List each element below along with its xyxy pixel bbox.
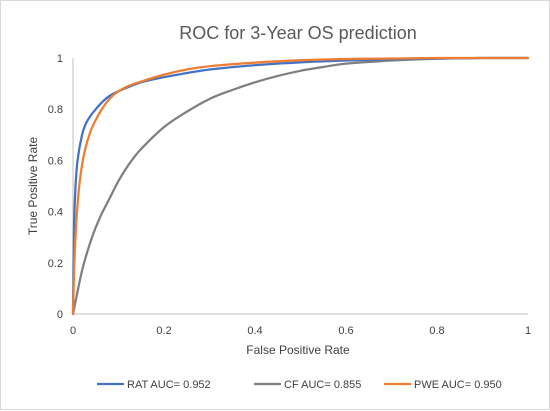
x-tick-label: 0.2 [156,325,171,337]
legend-label-rat: RAT AUC= 0.952 [127,379,211,391]
x-axis-label: False Positive Rate [246,343,350,357]
x-tick-label: 0 [70,325,76,337]
axes [72,58,528,315]
legend-item-cf: CF AUC= 0.855 [254,379,361,391]
x-tick-labels: 0 0.2 0.4 0.6 0.8 1 [70,325,531,337]
series-line-pwe [71,56,530,316]
y-tick-labels: 0 0.2 0.4 0.6 0.8 1 [48,53,63,321]
x-tick-label: 0.8 [429,325,444,337]
y-tick-label: 0.8 [48,104,63,116]
legend-item-rat: RAT AUC= 0.952 [97,379,211,391]
series-lines [71,56,530,316]
series-line-cf [71,56,530,316]
legend: RAT AUC= 0.952 CF AUC= 0.855 PWE AUC= 0.95… [97,379,502,391]
legend-label-pwe: PWE AUC= 0.950 [414,379,502,391]
y-tick-label: 0.6 [48,155,63,167]
series-line-rat [71,56,530,316]
y-tick-label: 0.4 [48,207,63,219]
y-tick-label: 1 [57,53,63,65]
y-tick-label: 0 [57,309,63,321]
y-tick-label: 0.2 [48,258,63,270]
legend-label-cf: CF AUC= 0.855 [284,379,361,391]
chart-title: ROC for 3-Year OS prediction [179,23,416,43]
y-axis-label: True Positive Rate [26,137,40,236]
x-tick-label: 1 [525,325,531,337]
x-tick-label: 0.6 [338,325,353,337]
legend-item-pwe: PWE AUC= 0.950 [384,379,502,391]
x-tick-label: 0.4 [247,325,262,337]
